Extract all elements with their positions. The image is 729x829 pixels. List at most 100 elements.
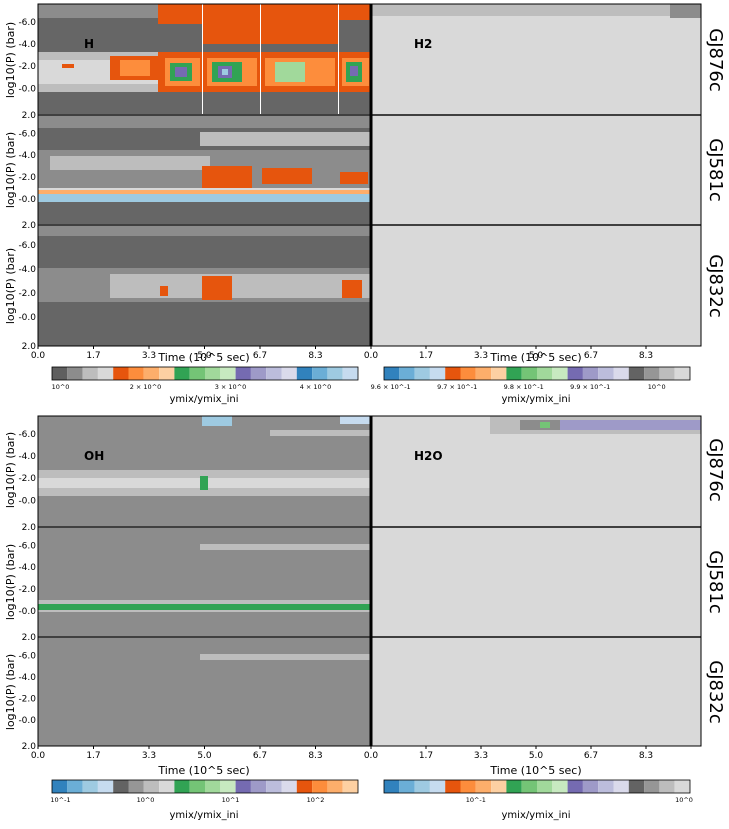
colorbar-swatch xyxy=(429,367,446,380)
y-tick-label: 2.0 xyxy=(22,523,37,533)
colorbar-swatch xyxy=(628,780,645,793)
colorbar-tick-label: 2 × 10^0 xyxy=(130,383,162,391)
colorbar-swatch xyxy=(327,780,343,793)
panel-h2-title: H2 xyxy=(414,37,432,51)
colorbar-swatch xyxy=(475,367,492,380)
colorbar-swatch xyxy=(659,367,675,380)
top-frames xyxy=(37,3,702,347)
colorbar-h2: 9.6 × 10^-1 9.7 × 10^-1 9.8 × 10^-1 9.9 × 1… xyxy=(371,366,691,391)
colorbar-swatch xyxy=(159,367,175,380)
y-tick-label: -2.0 xyxy=(18,289,36,299)
colorbar-swatch xyxy=(674,780,690,793)
colorbar-tick-label: 9.7 × 10^-1 xyxy=(437,383,477,391)
colorbar-tick-label: 10^1 xyxy=(222,796,240,804)
colorbar-swatch xyxy=(296,367,313,380)
colorbar-swatch xyxy=(491,780,507,793)
colorbar-tick-label: 10^-1 xyxy=(466,796,486,804)
colorbar-swatch xyxy=(491,367,507,380)
y-tick-label: -0.0 xyxy=(18,84,36,94)
x-tick-label: 8.3 xyxy=(308,351,322,361)
colorbar-tick-label: 10^0 xyxy=(675,796,693,804)
colorbar-swatch xyxy=(113,780,129,793)
y-tick-label: -4.0 xyxy=(18,265,36,275)
colorbar-swatch xyxy=(414,780,430,793)
y-tick-label: -4.0 xyxy=(18,151,36,161)
row-label-top-3: GJ832c xyxy=(705,254,726,318)
x-tick-label: 3.3 xyxy=(474,351,488,361)
y-tick-label: -6.0 xyxy=(18,18,36,28)
colorbar-swatch xyxy=(521,780,537,793)
row-label-bot-3: GJ832c xyxy=(705,660,726,724)
y-tick-label: 2.0 xyxy=(22,111,37,121)
y-tick-label: -2.0 xyxy=(18,474,36,484)
x-tick-label: 5.0 xyxy=(197,351,212,361)
colorbar-tick-label: 9.6 × 10^-1 xyxy=(371,383,411,391)
y-tick-label: -2.0 xyxy=(18,62,36,72)
cbar-h2-label: ymix/ymix_ini xyxy=(502,394,571,405)
x-tick-label: 0.0 xyxy=(31,751,46,761)
y-tick-label: 2.0 xyxy=(22,633,37,643)
colorbar-swatch xyxy=(205,367,221,380)
colorbar-swatch xyxy=(128,367,144,380)
xlabel-bot-right: Time (10^5 sec) xyxy=(489,764,581,777)
colorbar-frame xyxy=(51,779,359,794)
colorbar-swatch xyxy=(582,367,599,380)
x-tick-label: 8.3 xyxy=(639,351,653,361)
colorbar-tick-label: 9.9 × 10^-1 xyxy=(570,383,610,391)
y-tick-label: 2.0 xyxy=(22,742,37,752)
y-tick-label: -2.0 xyxy=(18,585,36,595)
colorbar-swatch xyxy=(342,780,358,793)
y-tick-label: -0.0 xyxy=(18,496,36,506)
colorbar-swatch xyxy=(52,367,68,380)
colorbar-swatch xyxy=(113,367,129,380)
y-tick-label: -2.0 xyxy=(18,173,36,183)
x-tick-label: 3.3 xyxy=(142,351,156,361)
colorbar-tick-label: 3 × 10^0 xyxy=(215,383,247,391)
colorbar-swatch xyxy=(220,367,236,380)
x-tick-label: 8.3 xyxy=(308,751,322,761)
colorbar-swatch xyxy=(537,367,553,380)
y-tick-label: 2.0 xyxy=(22,221,37,231)
colorbar-swatch xyxy=(613,367,629,380)
colorbar-swatch xyxy=(82,780,98,793)
colorbar-swatch xyxy=(296,780,313,793)
colorbar-oh: 10^-1 10^0 10^1 10^2 xyxy=(50,779,359,804)
y-tick-label: 2.0 xyxy=(22,342,37,352)
x-tick-label: 1.7 xyxy=(86,751,100,761)
colorbar-swatch xyxy=(52,780,68,793)
colorbar-frame xyxy=(51,366,359,381)
colorbar-tick-label: 4 × 10^0 xyxy=(300,383,332,391)
colorbar-swatch xyxy=(460,367,476,380)
x-tick-label: 8.3 xyxy=(639,751,653,761)
colorbar-swatch xyxy=(445,367,461,380)
row-label-top-1: GJ876c xyxy=(705,28,726,92)
x-tick-label: 3.3 xyxy=(142,751,156,761)
colorbar-swatch xyxy=(327,367,343,380)
colorbar-swatch xyxy=(97,367,114,380)
colorbar-swatch xyxy=(266,367,282,380)
colorbar-tick-label: 10^0 xyxy=(52,383,70,391)
x-tick-label: 6.7 xyxy=(584,751,598,761)
ylabel-top-3: log10(P) (bar) xyxy=(4,248,17,324)
y-tick-label: -0.0 xyxy=(18,195,36,205)
x-tick-label: 5.0 xyxy=(529,351,544,361)
ylabel-bot-1: log10(P) (bar) xyxy=(4,432,17,508)
colorbar-swatch xyxy=(159,780,175,793)
x-tick-label: 6.7 xyxy=(253,751,267,761)
x-tick-label: 6.7 xyxy=(253,351,267,361)
colorbar-swatch xyxy=(220,780,236,793)
colorbar-swatch xyxy=(384,367,400,380)
colorbar-h: 10^0 2 × 10^0 3 × 10^0 4 × 10^0 xyxy=(51,366,359,391)
row-label-bot-1: GJ876c xyxy=(705,438,726,502)
colorbar-swatch xyxy=(475,780,492,793)
colorbar-swatch xyxy=(235,367,251,380)
panel-h2o-title: H2O xyxy=(414,449,443,463)
x-tick-label: 0.0 xyxy=(364,351,379,361)
colorbar-swatch xyxy=(143,367,160,380)
colorbar-tick-label: 9.8 × 10^-1 xyxy=(504,383,544,391)
y-axis-top: -6.0 -4.0 -2.0 -0.0 2.0 -6.0 -4.0 -2.0 -0.0 2.0 -6… xyxy=(18,18,36,352)
xlabel-bot-left: Time (10^5 sec) xyxy=(157,764,249,777)
cbar-oh-label: ymix/ymix_ini xyxy=(170,810,239,821)
y-tick-label: -6.0 xyxy=(18,541,36,551)
